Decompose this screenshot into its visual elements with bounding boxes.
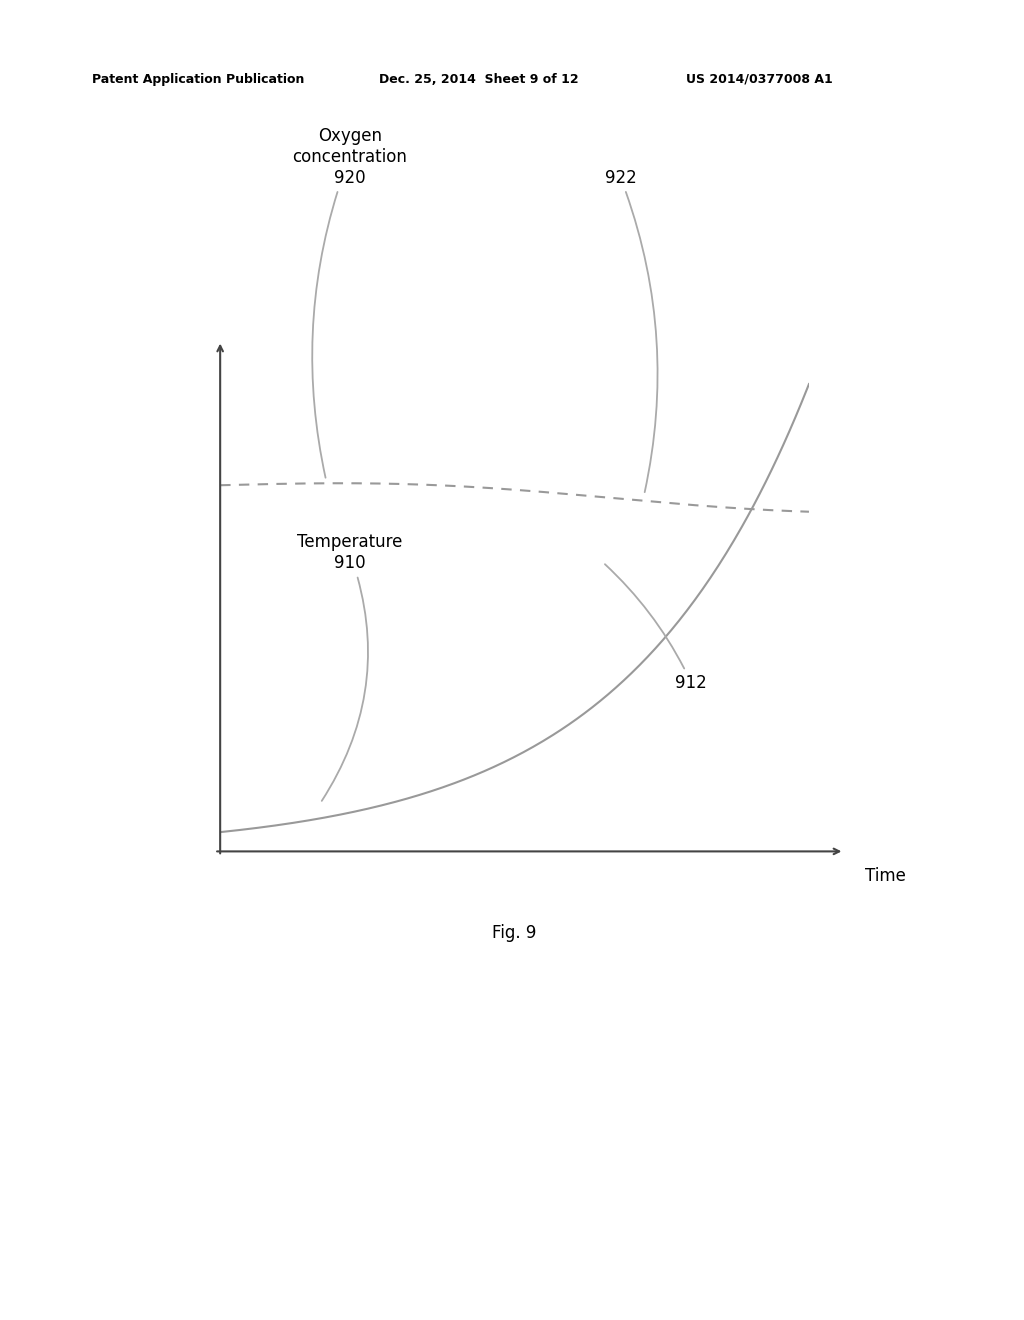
Text: US 2014/0377008 A1: US 2014/0377008 A1	[686, 73, 833, 86]
Text: 922: 922	[604, 169, 657, 492]
Text: Fig. 9: Fig. 9	[493, 924, 537, 942]
Text: 912: 912	[605, 564, 708, 692]
Text: Patent Application Publication: Patent Application Publication	[92, 73, 304, 86]
Text: Oxygen
concentration
920: Oxygen concentration 920	[292, 127, 408, 478]
Text: Time: Time	[865, 867, 906, 886]
Text: Dec. 25, 2014  Sheet 9 of 12: Dec. 25, 2014 Sheet 9 of 12	[379, 73, 579, 86]
Text: Temperature
910: Temperature 910	[297, 533, 402, 801]
